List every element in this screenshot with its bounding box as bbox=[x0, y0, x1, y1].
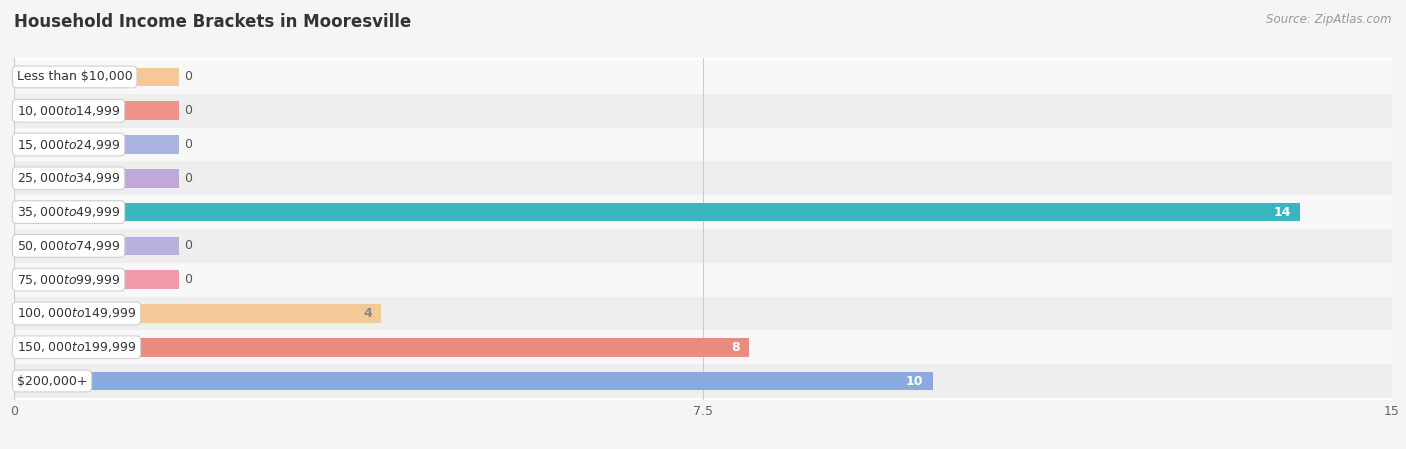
Bar bbox=[14, 162, 1392, 195]
Text: $25,000 to $34,999: $25,000 to $34,999 bbox=[17, 172, 121, 185]
Text: $10,000 to $14,999: $10,000 to $14,999 bbox=[17, 104, 121, 118]
Bar bbox=[14, 372, 932, 390]
Bar bbox=[14, 94, 1392, 128]
Text: 4: 4 bbox=[364, 307, 373, 320]
Bar bbox=[14, 68, 180, 86]
Bar bbox=[14, 60, 1392, 94]
Text: 0: 0 bbox=[184, 239, 193, 252]
Text: 10: 10 bbox=[905, 374, 924, 387]
Text: 8: 8 bbox=[731, 341, 740, 354]
Text: $35,000 to $49,999: $35,000 to $49,999 bbox=[17, 205, 121, 219]
Bar bbox=[14, 229, 1392, 263]
Text: Less than $10,000: Less than $10,000 bbox=[17, 70, 132, 84]
Text: $200,000+: $200,000+ bbox=[17, 374, 87, 387]
Bar bbox=[14, 296, 1392, 330]
Text: 0: 0 bbox=[184, 273, 193, 286]
Text: $75,000 to $99,999: $75,000 to $99,999 bbox=[17, 273, 121, 286]
Text: $15,000 to $24,999: $15,000 to $24,999 bbox=[17, 137, 121, 151]
Text: $150,000 to $199,999: $150,000 to $199,999 bbox=[17, 340, 136, 354]
Text: Household Income Brackets in Mooresville: Household Income Brackets in Mooresville bbox=[14, 13, 412, 31]
Bar bbox=[14, 203, 1301, 221]
Bar bbox=[14, 330, 1392, 364]
Text: 0: 0 bbox=[184, 104, 193, 117]
Text: $50,000 to $74,999: $50,000 to $74,999 bbox=[17, 239, 121, 253]
Text: $100,000 to $149,999: $100,000 to $149,999 bbox=[17, 307, 136, 321]
Text: 0: 0 bbox=[184, 172, 193, 185]
Bar bbox=[14, 195, 1392, 229]
Bar bbox=[14, 169, 180, 188]
Text: Source: ZipAtlas.com: Source: ZipAtlas.com bbox=[1267, 13, 1392, 26]
Bar bbox=[14, 101, 180, 120]
Bar bbox=[14, 338, 749, 357]
Bar bbox=[14, 263, 1392, 296]
Bar bbox=[14, 237, 180, 255]
Bar bbox=[14, 364, 1392, 398]
Bar bbox=[14, 128, 1392, 162]
Bar bbox=[14, 135, 180, 154]
Bar bbox=[14, 304, 381, 323]
Text: 14: 14 bbox=[1274, 206, 1291, 219]
Text: 0: 0 bbox=[184, 138, 193, 151]
Text: 0: 0 bbox=[184, 70, 193, 84]
Bar bbox=[14, 270, 180, 289]
